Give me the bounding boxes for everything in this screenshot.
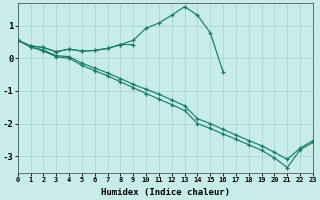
X-axis label: Humidex (Indice chaleur): Humidex (Indice chaleur) xyxy=(101,188,230,197)
